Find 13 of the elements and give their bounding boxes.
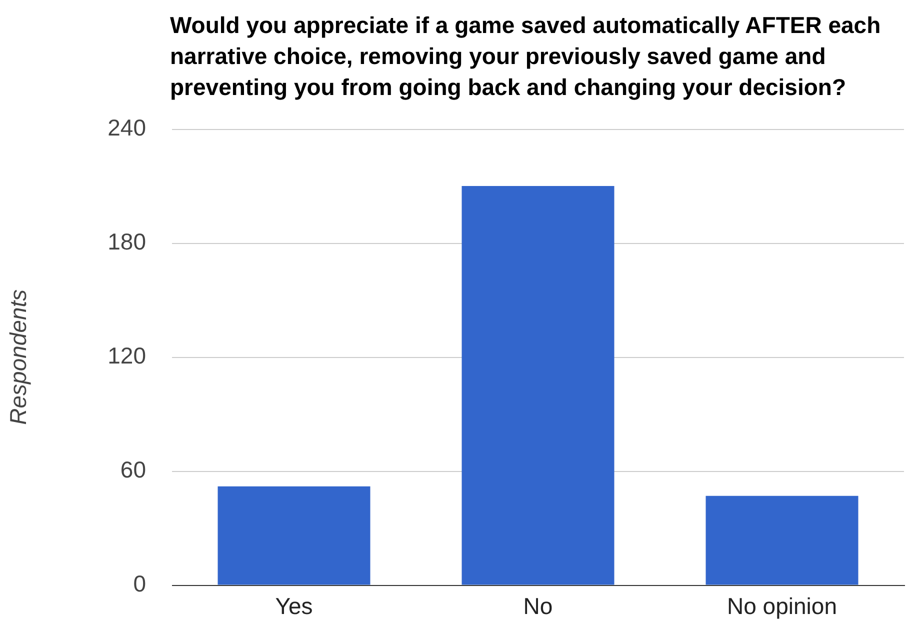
bar — [218, 486, 370, 585]
x-tick-label: Yes — [275, 593, 313, 620]
y-tick-label: 60 — [120, 456, 146, 482]
x-tick-label: No opinion — [727, 593, 837, 620]
chart-title: Would you appreciate if a game saved automatically AFTER each narrative choice, removing your previously saved game and preventing you from going back and changing your decision? — [170, 11, 882, 102]
x-tick-label: No — [523, 593, 553, 620]
y-tick-label: 0 — [133, 570, 146, 597]
y-tick-label: 240 — [108, 114, 146, 140]
y-tick-label: 120 — [108, 342, 146, 368]
bar — [706, 496, 858, 585]
y-tick-label: 180 — [108, 228, 146, 254]
bar — [462, 186, 614, 585]
y-axis-title: Respondents — [5, 288, 32, 425]
